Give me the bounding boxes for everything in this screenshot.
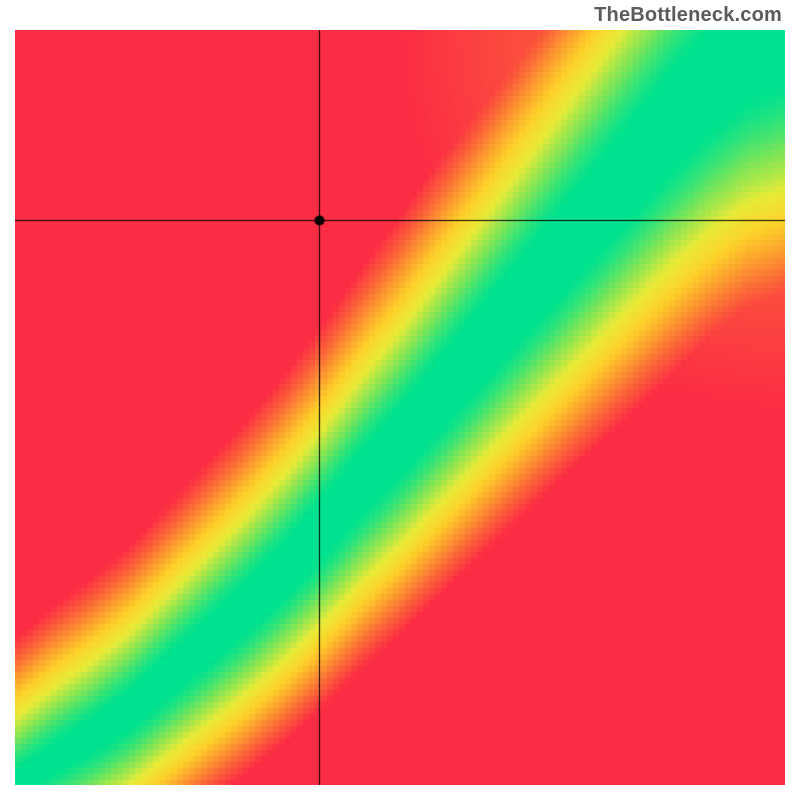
watermark-text: TheBottleneck.com (594, 4, 782, 27)
bottleneck-heatmap (15, 30, 785, 785)
heatmap-canvas (15, 30, 785, 785)
